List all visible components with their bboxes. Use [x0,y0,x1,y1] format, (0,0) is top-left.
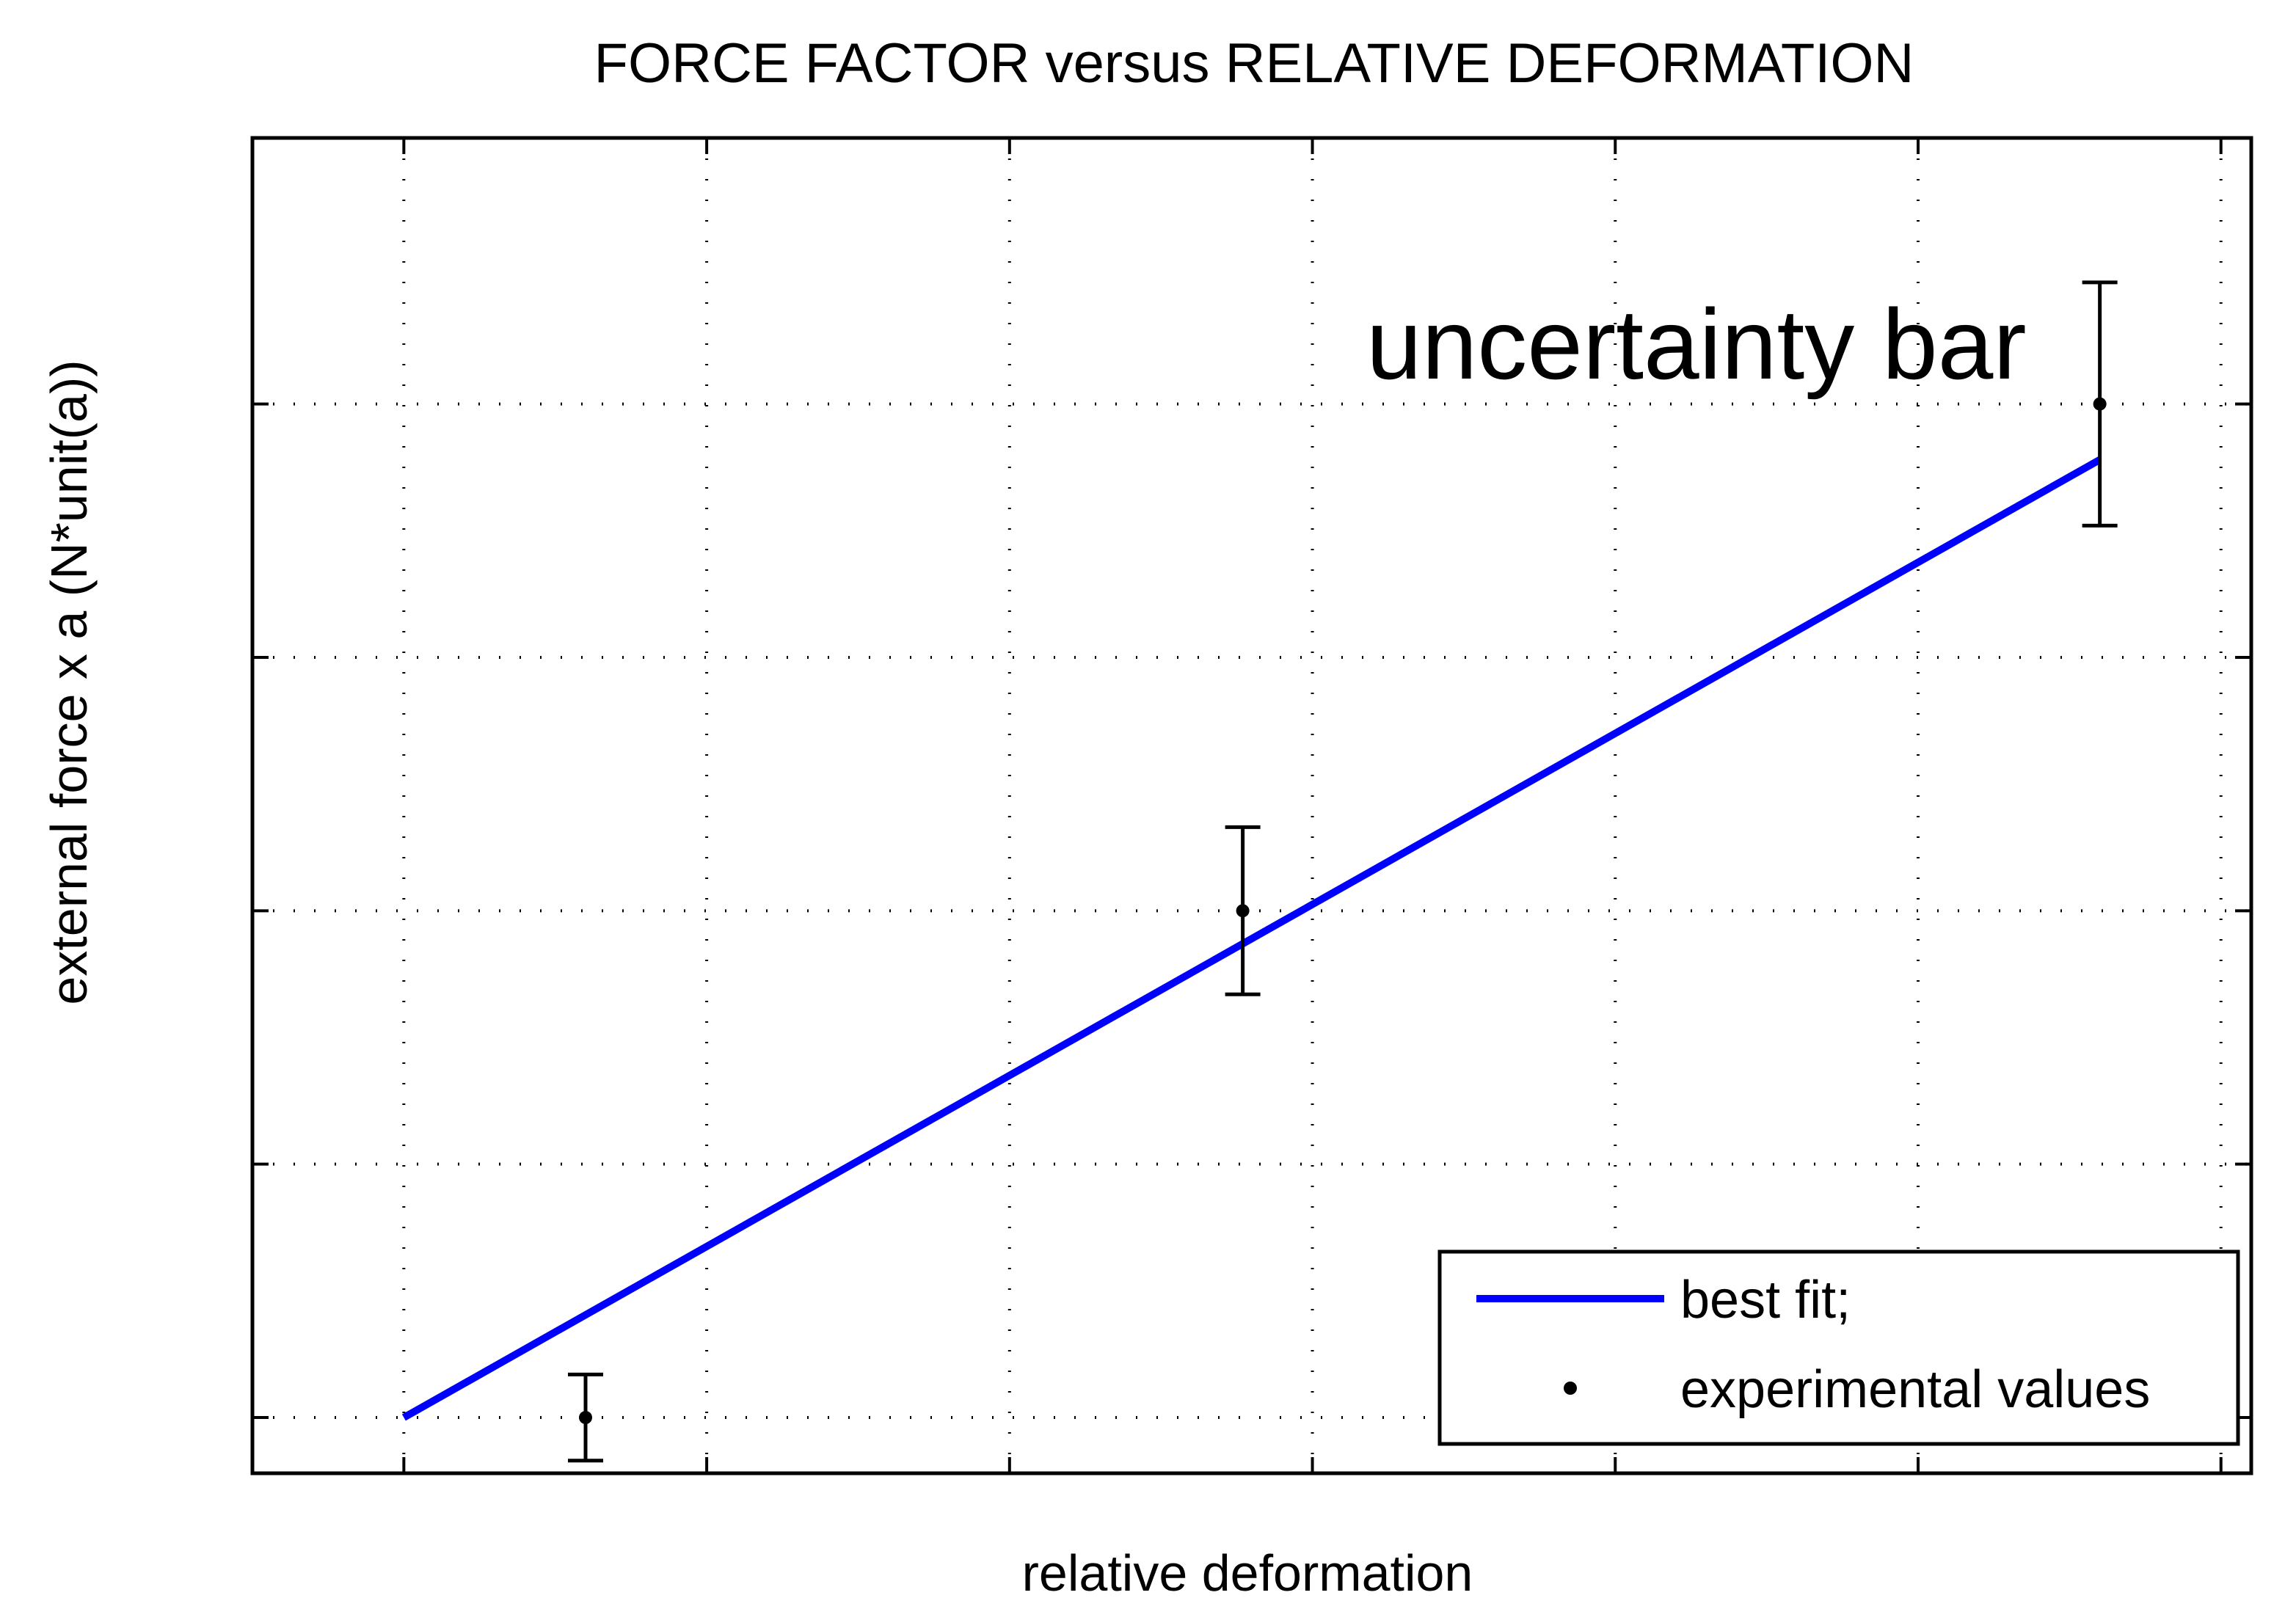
legend-box [1437,1249,2240,1446]
plot-frame [250,136,2253,1475]
legend-label-best-fit: best fit; [1680,1271,1851,1329]
experimental-point [1236,904,1250,918]
plot-series [401,280,2118,1463]
uncertainty-annotation: uncertainty bar [1366,288,2027,400]
experimental-point [579,1411,592,1425]
axis-ticks [252,138,2251,1473]
best-fit-line [401,456,2102,1421]
y-axis-label: external force x a (N*unit(a)) [40,360,98,1004]
x-axis-label: relative deformation [1022,1544,1473,1602]
legend-label-experimental: experimental values [1680,1360,2150,1419]
legend: best fit; experimental values [1437,1249,2240,1446]
experimental-point [2093,397,2107,411]
legend-marker-swatch [1564,1382,1577,1395]
chart-title: FORCE FACTOR versus RELATIVE DEFORMATION [594,32,1914,95]
